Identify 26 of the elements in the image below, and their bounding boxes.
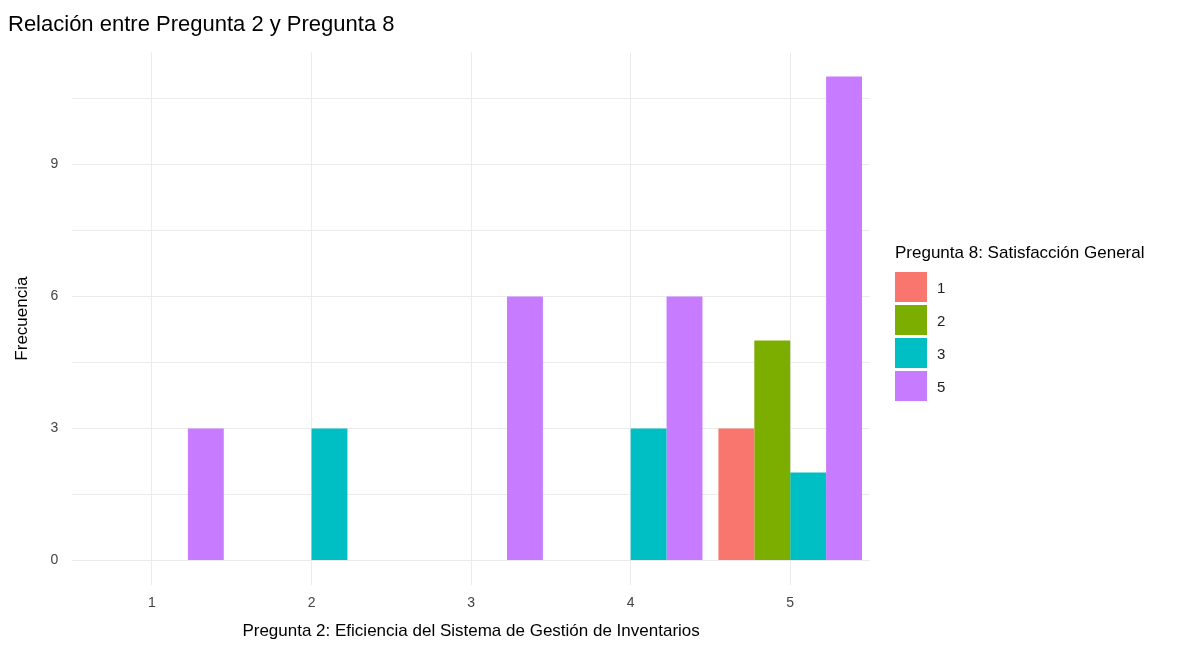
- x-tick-label: 2: [307, 594, 316, 611]
- bar: [507, 296, 543, 561]
- legend-title: Pregunta 8: Satisfacción General: [895, 243, 1145, 263]
- legend-label: 3: [937, 344, 946, 362]
- bar: [790, 472, 827, 561]
- bar: [630, 428, 667, 561]
- x-tick-label: 4: [626, 594, 635, 611]
- y-axis-title: Frecuencia: [11, 276, 31, 361]
- x-tick-label: 3: [467, 594, 476, 611]
- y-tick-label: 3: [50, 419, 59, 436]
- y-tick-label: 9: [50, 155, 59, 172]
- y-tick-label: 6: [50, 287, 59, 304]
- bar: [666, 296, 703, 561]
- x-tick-label: 1: [148, 594, 157, 611]
- chart-title: Relación entre Pregunta 2 y Pregunta 8: [8, 11, 395, 37]
- legend-label: 5: [937, 377, 946, 395]
- bar: [311, 428, 348, 561]
- legend-label: 1: [937, 278, 946, 296]
- x-axis-title: Pregunta 2: Eficiencia del Sistema de Gestión de Inventarios: [242, 621, 700, 641]
- bar: [187, 428, 224, 561]
- x-tick-label: 5: [786, 594, 795, 611]
- bar: [754, 340, 791, 561]
- bar: [718, 428, 755, 561]
- bar: [826, 76, 863, 561]
- legend-label: 2: [937, 311, 946, 329]
- y-tick-label: 0: [50, 551, 59, 568]
